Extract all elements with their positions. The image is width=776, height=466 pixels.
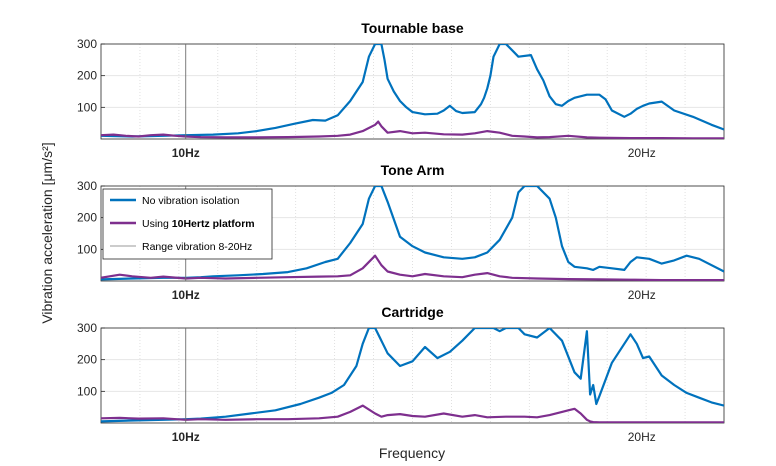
- legend-label: Range vibration 8-20Hz: [142, 241, 252, 253]
- legend: No vibration isolation Using 10Hertz plat…: [102, 188, 273, 260]
- x-tick-label: 20Hz: [628, 288, 656, 302]
- series-line-10hertz: [101, 404, 724, 423]
- y-tick-label: 100: [77, 384, 97, 398]
- panel-title: Tournable base: [361, 20, 464, 36]
- x-tick-label: 10Hz: [172, 288, 200, 302]
- y-tick-label: 200: [77, 353, 97, 367]
- y-tick-label: 200: [77, 69, 97, 83]
- panel-title: Tone Arm: [381, 162, 445, 178]
- y-tick-label: 200: [77, 211, 97, 225]
- panel-title: Cartridge: [381, 304, 443, 320]
- x-axis-label: Frequency: [379, 445, 445, 461]
- y-axis-label: Vibration acceleration [μm/s²]: [39, 142, 55, 323]
- x-tick-label: 10Hz: [172, 430, 200, 444]
- series-line-no-isolation: [101, 186, 724, 281]
- legend-label: Using 10Hertz platform: [142, 218, 255, 230]
- series-line-10hertz: [101, 254, 724, 281]
- axes-box: [100, 185, 725, 282]
- series-line-no-isolation: [101, 328, 724, 423]
- axes-box: [100, 43, 725, 140]
- x-tick-label: 20Hz: [628, 146, 656, 160]
- y-tick-label: 100: [77, 100, 97, 114]
- legend-label: No vibration isolation: [142, 195, 240, 207]
- y-tick-label: 300: [77, 37, 97, 51]
- axes-box: [100, 327, 725, 424]
- y-tick-label: 100: [77, 242, 97, 256]
- panel-1: 100 200 300 10Hz 20Hz Tournable base: [77, 20, 725, 160]
- y-tick-label: 300: [77, 321, 97, 335]
- y-tick-label: 300: [77, 179, 97, 193]
- series-line-no-isolation: [101, 44, 724, 138]
- x-tick-label: 20Hz: [628, 430, 656, 444]
- panel-3: 100 200 300 10Hz 20Hz Cartridge: [77, 304, 725, 444]
- series-line-10hertz: [101, 120, 724, 139]
- x-tick-label: 10Hz: [172, 146, 200, 160]
